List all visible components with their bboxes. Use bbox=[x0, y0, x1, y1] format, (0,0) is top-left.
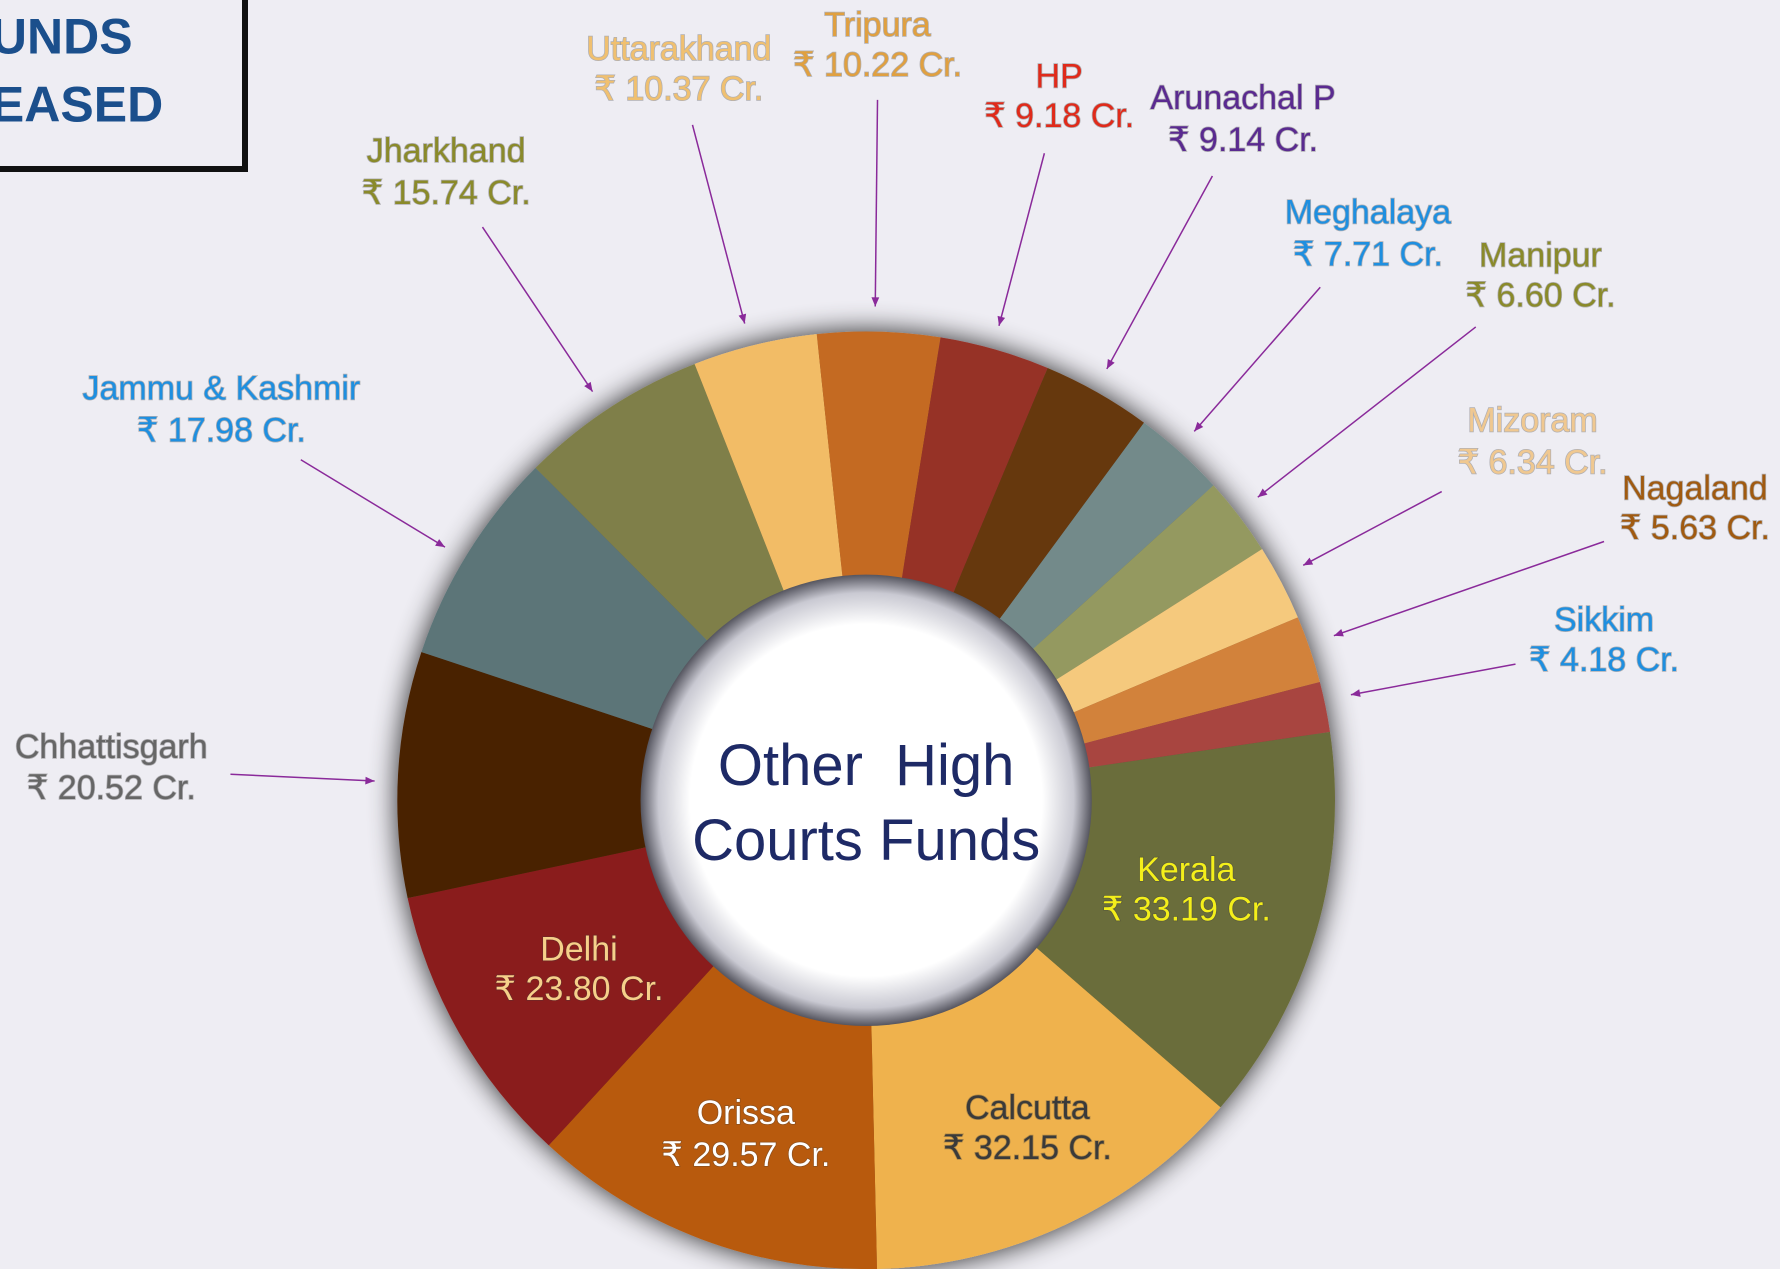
leader-arrow bbox=[871, 297, 879, 306]
leader-arrow bbox=[1334, 629, 1344, 636]
slice-name: Calcutta bbox=[965, 1089, 1090, 1127]
header-text: EASED bbox=[0, 76, 163, 132]
slice-value-label: ₹ 9.14 Cr. bbox=[1168, 121, 1318, 159]
leader-arrow bbox=[365, 777, 374, 785]
center-title: Courts Funds bbox=[692, 808, 1040, 873]
slice-name: Sikkim bbox=[1554, 601, 1654, 639]
leader-line bbox=[301, 460, 445, 547]
slice-name: Orissa bbox=[697, 1094, 795, 1132]
center-title: Other High bbox=[718, 733, 1015, 798]
leader-line bbox=[1303, 492, 1441, 566]
slice-name: Uttarakhand bbox=[586, 30, 771, 68]
leader-line bbox=[1351, 664, 1516, 695]
slice-value-label: ₹ 33.19 Cr. bbox=[1102, 891, 1271, 929]
leader-arrow bbox=[1351, 689, 1361, 697]
slice-value-label: ₹ 6.34 Cr. bbox=[1457, 443, 1607, 481]
slice-name: Jharkhand bbox=[367, 132, 526, 170]
slice-value-label: ₹ 10.37 Cr. bbox=[594, 70, 763, 108]
leader-arrow bbox=[1258, 488, 1268, 497]
slice-value-label: ₹ 7.71 Cr. bbox=[1293, 236, 1443, 274]
slice-value-label: ₹ 20.52 Cr. bbox=[27, 769, 196, 807]
leader-line bbox=[1107, 176, 1213, 369]
slice-value-label: ₹ 4.18 Cr. bbox=[1529, 641, 1679, 679]
slice-value-label: ₹ 15.74 Cr. bbox=[362, 174, 531, 212]
slice-value-label: ₹ 23.80 Cr. bbox=[494, 970, 663, 1008]
slice-name: Manipur bbox=[1479, 237, 1602, 275]
slice-name: Mizoram bbox=[1467, 401, 1597, 439]
slice-value-label: ₹ 10.22 Cr. bbox=[793, 46, 962, 84]
leader-line bbox=[875, 100, 877, 307]
leader-line bbox=[1258, 327, 1476, 497]
chart: Other HighCourts Funds UNDSEASEDKerala₹ … bbox=[0, 0, 1780, 1269]
slice-name: Delhi bbox=[540, 930, 617, 968]
slice-name: Jammu & Kashmir bbox=[82, 369, 360, 407]
slice-value-label: ₹ 6.60 Cr. bbox=[1465, 276, 1615, 314]
leader-line bbox=[482, 227, 592, 392]
slice-name: Arunachal P bbox=[1150, 79, 1335, 117]
leader-line bbox=[999, 153, 1044, 326]
slice-name: Nagaland bbox=[1622, 469, 1768, 507]
slice-value-label: ₹ 29.57 Cr. bbox=[661, 1136, 830, 1174]
leader-line bbox=[1194, 287, 1320, 431]
leader-arrow bbox=[435, 539, 445, 547]
leader-arrow bbox=[584, 382, 592, 392]
slice-name: Chhattisgarh bbox=[15, 728, 208, 766]
leader-line bbox=[692, 125, 744, 324]
leader-line bbox=[230, 774, 374, 781]
header-text: UNDS bbox=[0, 8, 133, 64]
slice-name: Meghalaya bbox=[1285, 194, 1451, 232]
donut: Other High Courts Funds bbox=[397, 331, 1335, 1269]
slice-value-label: ₹ 32.15 Cr. bbox=[943, 1129, 1112, 1167]
slice-name: Kerala bbox=[1137, 851, 1235, 889]
slice-name: Tripura bbox=[824, 6, 931, 44]
slice-value-label: ₹ 5.63 Cr. bbox=[1620, 509, 1770, 547]
slice-value-label: ₹ 17.98 Cr. bbox=[137, 411, 306, 449]
donut-hole bbox=[641, 575, 1092, 1026]
slice-name: HP bbox=[1036, 57, 1083, 95]
slice-value-label: ₹ 9.18 Cr. bbox=[984, 97, 1134, 135]
page: {"chart_data": {"type": "donut", "annota… bbox=[0, 0, 1780, 1269]
